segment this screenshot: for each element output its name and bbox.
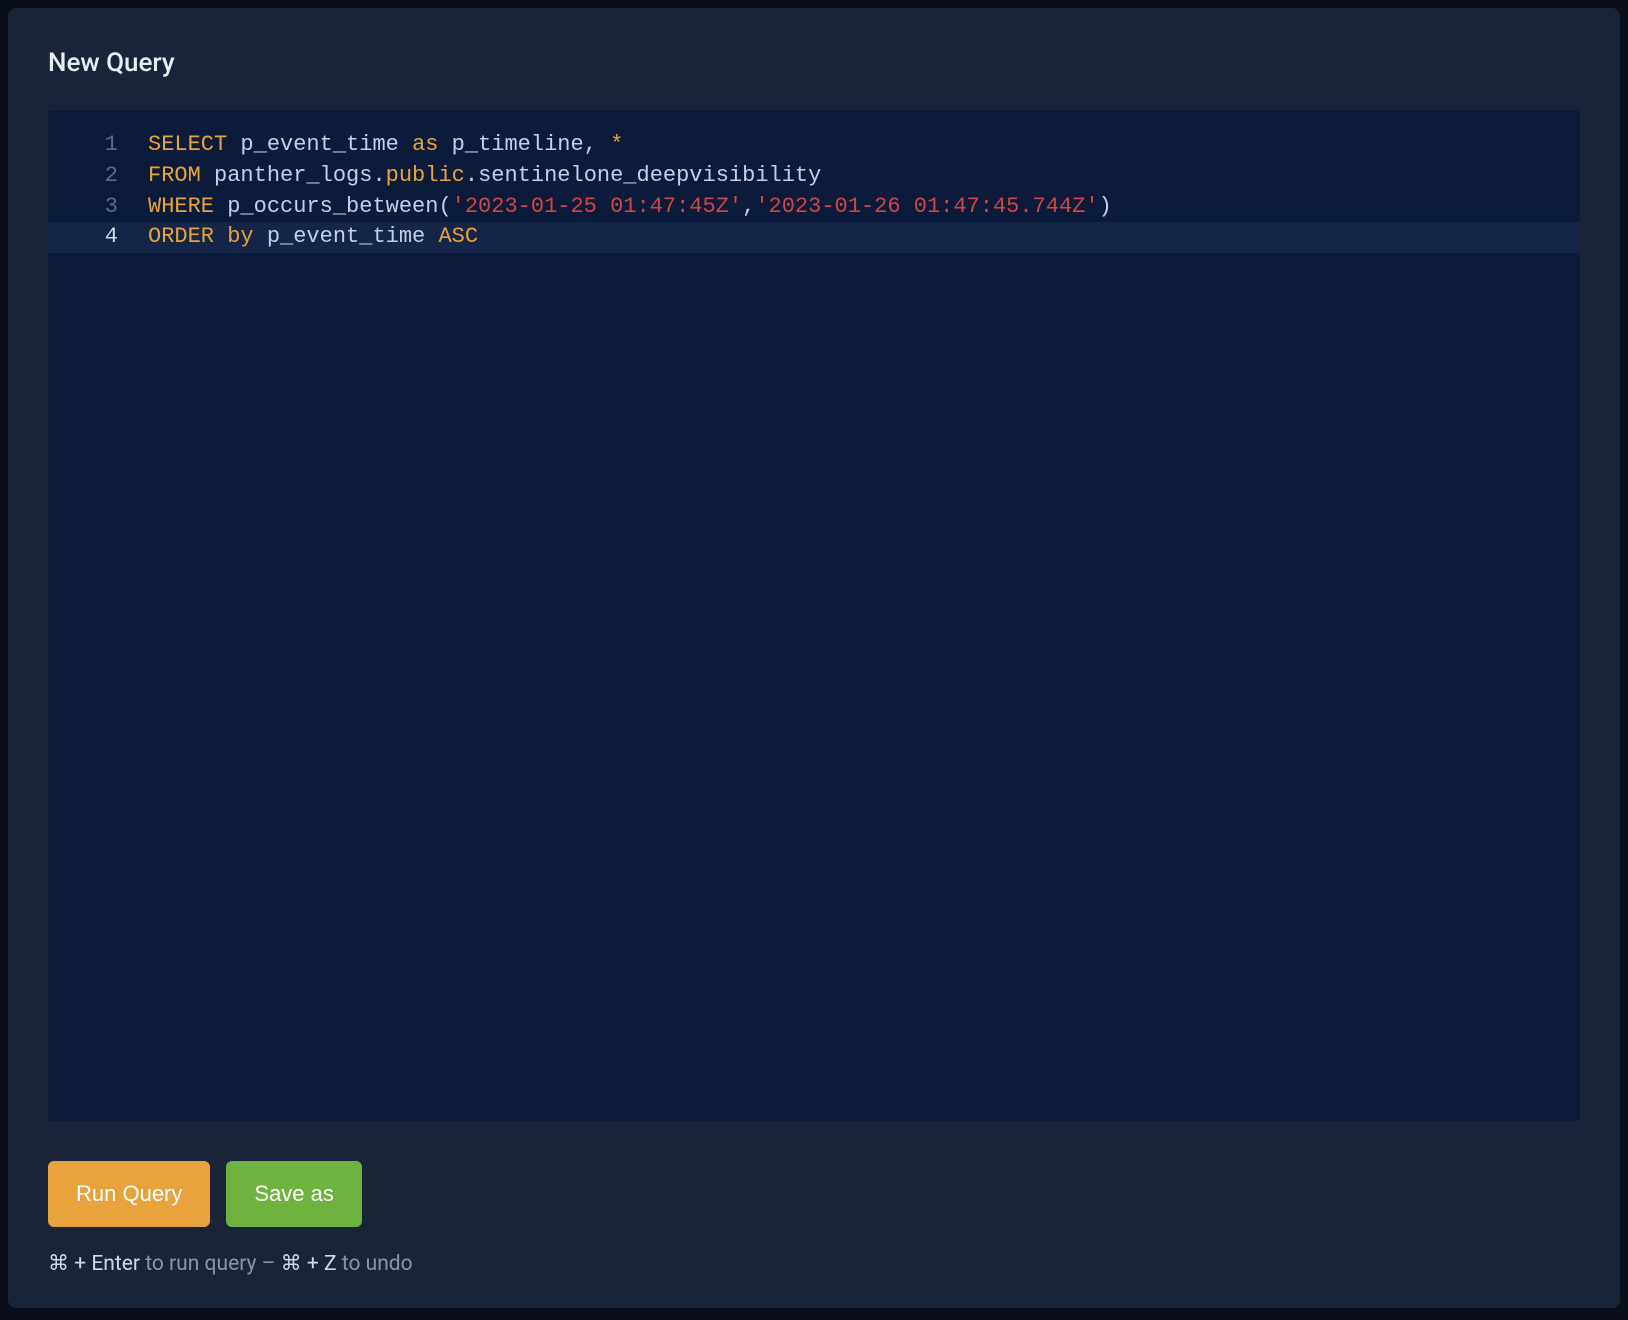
sql-editor[interactable]: 1SELECT p_event_time as p_timeline, *2FR… bbox=[48, 110, 1580, 1121]
code-token-text: p_occurs_between( bbox=[214, 194, 452, 219]
line-content: FROM panther_logs.public.sentinelone_dee… bbox=[148, 161, 821, 192]
code-token-text bbox=[214, 224, 227, 249]
code-token-text: , bbox=[742, 194, 755, 219]
code-line[interactable]: 2FROM panther_logs.public.sentinelone_de… bbox=[48, 161, 1580, 192]
code-token-attr: public bbox=[386, 163, 465, 188]
code-token-text: panther_logs. bbox=[201, 163, 386, 188]
button-row: Run Query Save as bbox=[48, 1161, 1580, 1227]
code-token-kw: WHERE bbox=[148, 194, 214, 219]
line-content: WHERE p_occurs_between('2023-01-25 01:47… bbox=[148, 192, 1112, 223]
panel-title: New Query bbox=[48, 48, 1580, 78]
code-token-kw: ASC bbox=[438, 224, 478, 249]
code-token-str: '2023-01-26 01:47:45.744Z' bbox=[755, 194, 1098, 219]
line-number: 4 bbox=[48, 222, 148, 253]
hint-key-run: ⌘ + Enter bbox=[48, 1252, 140, 1276]
line-number: 2 bbox=[48, 161, 148, 192]
code-token-kw: * bbox=[610, 132, 623, 157]
code-token-kw: ORDER bbox=[148, 224, 214, 249]
line-number: 3 bbox=[48, 192, 148, 223]
code-token-text: p_event_time bbox=[227, 132, 412, 157]
code-token-kw: as bbox=[412, 132, 438, 157]
code-line[interactable]: 3WHERE p_occurs_between('2023-01-25 01:4… bbox=[48, 192, 1580, 223]
code-token-kw: SELECT bbox=[148, 132, 227, 157]
query-panel: New Query 1SELECT p_event_time as p_time… bbox=[8, 8, 1620, 1308]
code-token-text: .sentinelone_deepvisibility bbox=[465, 163, 821, 188]
code-token-text: ) bbox=[1099, 194, 1112, 219]
line-number: 1 bbox=[48, 130, 148, 161]
code-token-text: p_timeline, bbox=[438, 132, 610, 157]
save-as-button[interactable]: Save as bbox=[226, 1161, 362, 1227]
run-query-button[interactable]: Run Query bbox=[48, 1161, 210, 1227]
hint-key-undo: ⌘ + Z bbox=[281, 1252, 337, 1276]
hint-text-undo: to undo bbox=[337, 1252, 413, 1276]
code-token-kw: by bbox=[227, 224, 253, 249]
code-token-str: '2023-01-25 01:47:45Z' bbox=[452, 194, 742, 219]
line-content: SELECT p_event_time as p_timeline, * bbox=[148, 130, 623, 161]
hint-text-run: to run query – bbox=[140, 1252, 281, 1276]
code-line[interactable]: 1SELECT p_event_time as p_timeline, * bbox=[48, 130, 1580, 161]
code-line[interactable]: 4ORDER by p_event_time ASC bbox=[48, 222, 1580, 253]
code-token-text: p_event_time bbox=[254, 224, 439, 249]
keyboard-hint: ⌘ + Enter to run query – ⌘ + Z to undo bbox=[48, 1251, 1580, 1276]
line-content: ORDER by p_event_time ASC bbox=[148, 222, 478, 253]
code-token-kw: FROM bbox=[148, 163, 201, 188]
